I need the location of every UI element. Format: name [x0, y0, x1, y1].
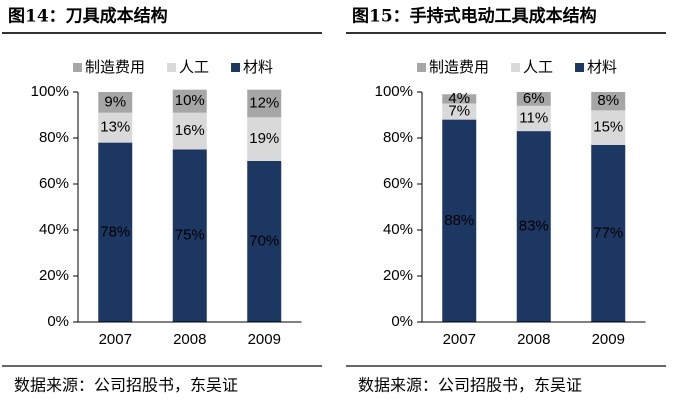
- value-label: 70%: [249, 232, 279, 249]
- value-label: 9%: [104, 93, 126, 110]
- y-tick-label: 20%: [39, 267, 69, 284]
- legend-swatch: [231, 63, 241, 72]
- y-tick-label: 100%: [375, 83, 413, 100]
- y-tick-label: 60%: [39, 175, 69, 192]
- bar-segment: [172, 89, 207, 113]
- value-label: 88%: [444, 212, 474, 229]
- value-label: 16%: [175, 122, 205, 139]
- legend-label: 材料: [587, 59, 617, 76]
- bar-segment: [442, 119, 477, 322]
- legend-swatch: [73, 63, 82, 72]
- bar-segment: [247, 117, 282, 161]
- bar-segment: [516, 131, 551, 322]
- bar-segment: [247, 89, 282, 118]
- legend-label: 人工: [179, 59, 209, 76]
- value-label: 12%: [249, 94, 279, 111]
- value-label: 8%: [597, 92, 619, 109]
- value-label: 13%: [100, 119, 130, 136]
- bar-segment: [591, 144, 626, 322]
- bar-segment: [98, 92, 133, 113]
- y-tick-label: 60%: [383, 175, 413, 192]
- bar-segment: [98, 142, 133, 322]
- bar-segment: [247, 161, 282, 322]
- y-tick-label: 0%: [391, 313, 413, 330]
- bar-segment: [442, 103, 477, 120]
- legend-swatch: [511, 63, 521, 72]
- y-tick-label: 40%: [39, 221, 69, 238]
- legend-swatch: [417, 63, 426, 72]
- value-label: 15%: [593, 119, 623, 136]
- y-tick-label: 40%: [383, 221, 413, 238]
- value-label: 10%: [175, 92, 205, 109]
- y-tick-label: 80%: [39, 129, 69, 146]
- bar-segment: [98, 112, 133, 143]
- bar-segment: [442, 94, 477, 104]
- value-label: 75%: [175, 227, 205, 244]
- chart-title: 图14：刀具成本结构: [8, 6, 168, 27]
- value-label: 19%: [249, 130, 279, 147]
- x-tick-label: 2007: [443, 331, 476, 348]
- bar-segment: [172, 149, 207, 322]
- value-label: 83%: [519, 218, 549, 235]
- source-note: 数据来源：公司招股书，东吴证: [14, 376, 238, 395]
- y-tick-label: 20%: [383, 267, 413, 284]
- legend-label: 人工: [523, 59, 553, 76]
- value-label: 6%: [523, 90, 545, 107]
- bar-segment: [516, 92, 551, 106]
- y-tick-label: 80%: [383, 129, 413, 146]
- x-tick-label: 2009: [592, 331, 625, 348]
- value-label: 77%: [593, 224, 623, 241]
- x-tick-label: 2008: [517, 331, 550, 348]
- legend-swatch: [575, 63, 585, 72]
- chart-title: 图15：手持式电动工具成本结构: [352, 6, 597, 27]
- value-label: 11%: [519, 109, 548, 126]
- y-tick-label: 0%: [47, 313, 69, 330]
- legend-label: 材料: [243, 59, 273, 76]
- legend-label: 制造费用: [85, 59, 145, 76]
- bar-segment: [591, 92, 626, 111]
- x-tick-label: 2007: [99, 331, 132, 348]
- legend-label: 制造费用: [429, 59, 489, 76]
- bar-segment: [516, 105, 551, 132]
- x-tick-label: 2009: [248, 331, 281, 348]
- x-tick-label: 2008: [173, 331, 206, 348]
- y-tick-label: 100%: [31, 83, 69, 100]
- source-note: 数据来源：公司招股书，东吴证: [358, 376, 582, 395]
- value-label: 78%: [100, 223, 130, 240]
- value-label: 7%: [448, 103, 470, 120]
- bar-segment: [172, 112, 207, 150]
- bar-segment: [591, 110, 626, 145]
- legend-swatch: [167, 63, 177, 72]
- value-label: 4%: [448, 90, 470, 107]
